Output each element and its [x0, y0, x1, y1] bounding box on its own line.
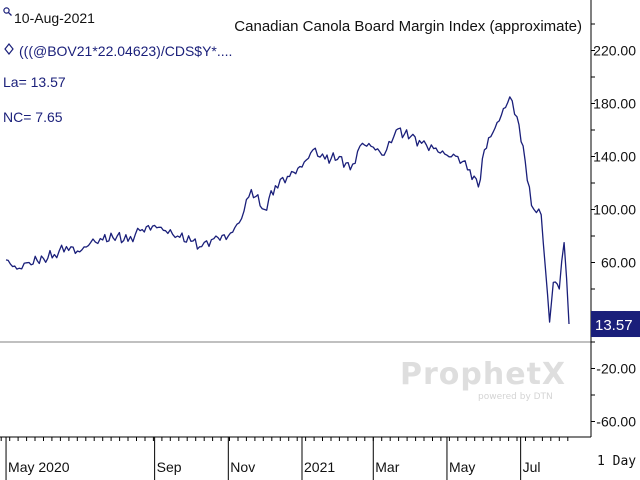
y-tick-label: -20.00 [596, 361, 636, 377]
y-tick-label: 100.00 [593, 202, 636, 218]
x-tick-label: Mar [375, 459, 399, 475]
x-tick-label: May [449, 459, 475, 475]
magnifier-icon [3, 4, 12, 18]
symbol-formula: (((@BOV21*22.04623)/CDS$Y*.... [19, 43, 233, 59]
x-tick-label: 2021 [304, 459, 335, 475]
x-tick-label: May 2020 [8, 459, 70, 475]
x-tick-label: Sep [157, 459, 182, 475]
chart-title: Canadian Canola Board Margin Index (appr… [234, 18, 582, 35]
last-price: La= 13.57 [3, 74, 66, 90]
chart-date: 10-Aug-2021 [14, 10, 95, 26]
periodicity-label: 1 Day [597, 454, 636, 469]
y-tick-label: 180.00 [593, 96, 636, 112]
series-line [5, 96, 570, 325]
last-value-label: 13.57 [595, 317, 633, 334]
net-change: NC= 7.65 [3, 109, 63, 125]
prophetx-watermark: ProphetX powered by DTN [400, 357, 567, 402]
diamond-icon [4, 43, 14, 57]
y-tick-label: 60.00 [601, 255, 636, 271]
x-axis: May 2020 Sep Nov 2021 Mar May Jul 1 Day [0, 436, 636, 480]
y-tick-label: -60.00 [596, 414, 636, 430]
x-tick-label: Nov [230, 459, 255, 475]
y-tick-label: 140.00 [593, 149, 636, 165]
watermark-tagline: powered by DTN [478, 392, 553, 402]
y-tick-label: 220.00 [593, 43, 636, 59]
watermark-brand: ProphetX [400, 357, 567, 392]
last-value-badge: 13.57 [591, 311, 640, 338]
last-value-badge-box [591, 311, 640, 338]
y-axis: 220.00180.00140.00100.0060.0020.00-20.00… [590, 0, 636, 437]
x-tick-label: Jul [523, 459, 541, 475]
